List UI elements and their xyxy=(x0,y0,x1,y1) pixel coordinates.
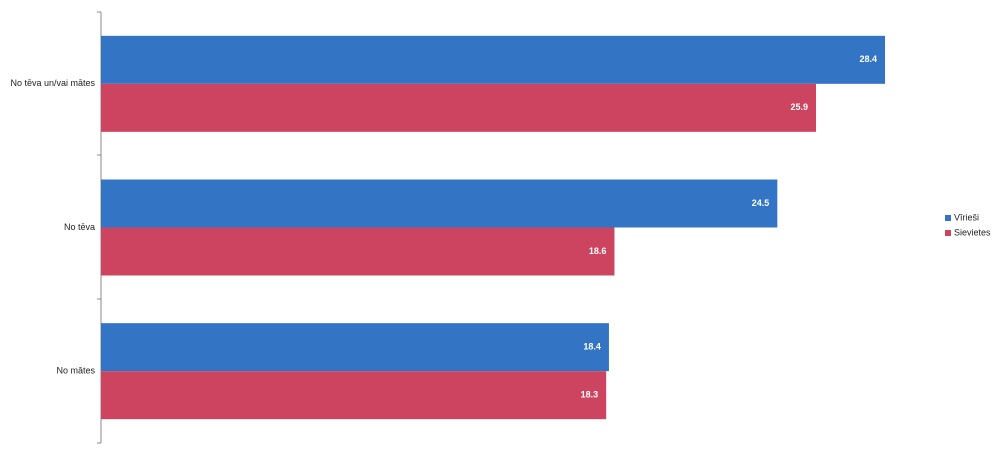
bar xyxy=(101,371,607,420)
value-label: 25.9 xyxy=(790,102,808,112)
y-tick-label: No tēva un/vai mātes xyxy=(10,78,95,88)
bar xyxy=(101,323,609,372)
value-label: 18.4 xyxy=(583,342,601,352)
value-label: 24.5 xyxy=(752,198,770,208)
legend-label: Vīrieši xyxy=(954,212,979,222)
legend-swatch xyxy=(945,215,951,221)
y-tick-label: No tēva xyxy=(64,222,95,232)
value-label: 28.4 xyxy=(859,54,877,64)
bar xyxy=(101,83,816,132)
value-label: 18.6 xyxy=(589,246,607,256)
bar xyxy=(101,179,778,228)
legend-label: Sievietes xyxy=(954,227,991,237)
value-label: 18.3 xyxy=(581,390,599,400)
bar xyxy=(101,227,615,276)
y-tick-label: No mātes xyxy=(56,366,95,376)
legend-swatch xyxy=(945,230,951,236)
bar xyxy=(101,35,885,84)
